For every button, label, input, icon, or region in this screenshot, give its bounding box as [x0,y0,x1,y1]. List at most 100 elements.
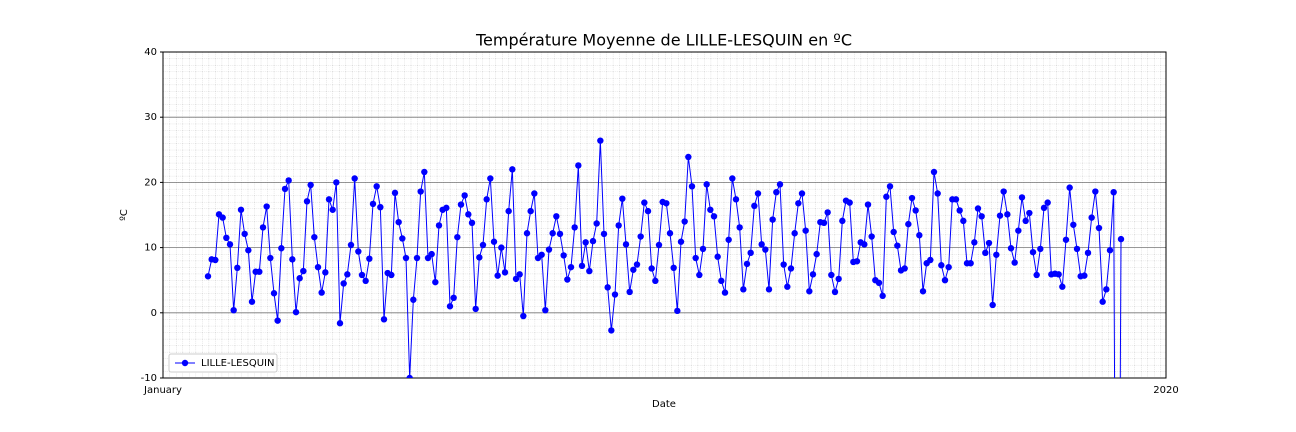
legend-box [168,353,278,373]
data-point [289,256,296,263]
data-point [696,271,703,279]
data-point [905,220,912,228]
data-point [765,286,773,293]
data-point [615,222,622,229]
data-point [809,271,817,278]
data-point [248,298,256,305]
data-point [274,317,281,324]
data-point [285,177,292,184]
data-point [531,190,538,197]
data-point [358,271,366,279]
data-point [1055,271,1062,278]
data-point [908,194,916,202]
data-point [670,264,677,272]
data-point [520,312,527,320]
data-point [223,234,230,242]
data-point [622,241,630,248]
data-point [776,181,784,188]
data-point [879,292,886,300]
data-point [971,239,978,246]
data-point [1026,209,1033,217]
data-point [1004,211,1011,218]
legend-label: LILLE-LESQUIN [201,358,274,369]
data-point [435,222,443,229]
plot-frame [162,51,1167,379]
data-point [498,244,505,251]
data-point [1062,236,1070,243]
data-point [1117,235,1125,243]
data-point [1081,272,1088,279]
data-point [472,305,479,313]
y-axis-label: ºC [119,209,130,221]
data-point [259,224,267,231]
data-point [578,262,586,270]
data-point [476,254,483,261]
data-point [421,168,428,176]
data-point [1033,271,1040,279]
data-point [303,198,311,205]
data-point [985,239,993,247]
data-point [399,235,406,242]
data-point [1029,248,1037,256]
data-point [600,230,608,238]
data-point [989,301,996,309]
data-point [721,289,729,296]
data-point [611,291,619,298]
data-point [894,242,901,249]
data-point [388,271,395,279]
data-point [373,183,380,190]
data-point [707,206,714,213]
data-point [1022,217,1029,225]
data-point [567,263,575,271]
data-point [718,277,725,285]
data-point [604,284,611,291]
data-point [454,233,461,241]
data-point [941,277,949,284]
data-point [813,250,820,258]
data-point [366,255,373,262]
data-point [318,289,325,296]
data-point [564,276,571,283]
legend-marker [181,359,189,367]
data-point [912,207,919,214]
data-point [868,233,875,240]
data-point [263,203,270,210]
data-point [663,200,670,207]
data-point [505,207,512,215]
data-point [945,263,952,271]
data-point [666,230,674,237]
data-point [996,212,1004,219]
data-point [432,278,439,286]
data-point [930,168,938,176]
data-point [795,200,802,207]
data-point [787,265,795,272]
data-point [802,227,809,234]
data-point [762,246,769,253]
data-point [916,232,923,239]
data-point [978,213,985,220]
data-point [919,288,927,295]
data-point [773,188,780,196]
data-point [831,288,839,296]
data-point [300,267,307,275]
data-point [725,236,732,243]
data-point [846,199,853,206]
data-point [556,230,564,238]
data-point [329,206,336,213]
data-point [714,253,721,260]
data-point [336,320,344,327]
data-point [853,258,861,265]
data-point [692,254,699,262]
data-point [355,248,362,255]
data-point [993,251,1000,258]
data-point [655,241,663,249]
data-point [582,239,589,246]
data-point [267,254,274,262]
data-point [982,249,989,257]
data-point [729,175,736,182]
data-point [234,264,241,272]
data-point [1073,245,1081,253]
data-point [340,280,347,287]
data-point [740,286,747,293]
data-point [1037,245,1044,253]
